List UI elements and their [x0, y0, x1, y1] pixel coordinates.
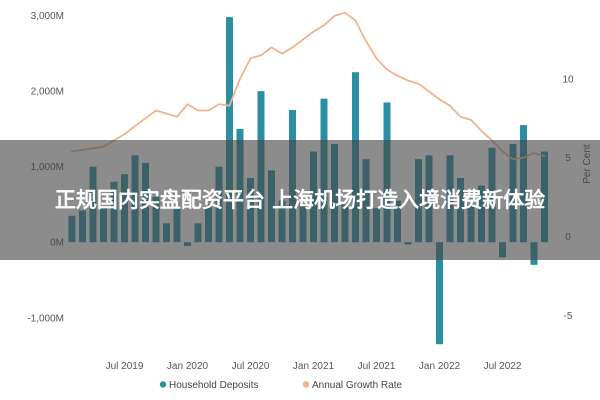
headline-text: 正规国内实盘配资平台 上海机场打造入境消费新体验	[54, 188, 546, 212]
x-tick-label: Jan 2022	[419, 361, 461, 372]
line-annual-growth-rate	[71, 11, 546, 161]
x-tick-label: Jan 2020	[167, 361, 209, 372]
x-tick-label: Jul 2021	[358, 361, 396, 372]
y-left-tick-label: -1,000M	[27, 313, 64, 324]
x-tick-label: Jul 2022	[484, 361, 522, 372]
legend-marker-annual-growth-rate	[302, 381, 310, 388]
headline-overlay: 正规国内实盘配资平台 上海机场打造入境消费新体验	[0, 140, 600, 260]
bar-household-deposits	[436, 242, 443, 345]
x-tick-label: Jul 2019	[106, 361, 144, 372]
legend-label-annual-growth-rate: Annual Growth Rate	[312, 380, 402, 391]
y-right-tick-label: -5	[564, 311, 573, 322]
y-left-tick-label: 3,000M	[31, 11, 64, 22]
x-tick-label: Jul 2020	[232, 361, 270, 372]
legend-marker-household-deposits	[159, 381, 167, 388]
x-tick-label: Jan 2021	[293, 361, 335, 372]
y-right-tick-label: 10	[562, 74, 574, 85]
bar-household-deposits	[226, 17, 233, 243]
y-left-tick-label: 2,000M	[31, 87, 64, 98]
legend-label-household-deposits: Household Deposits	[169, 380, 259, 391]
